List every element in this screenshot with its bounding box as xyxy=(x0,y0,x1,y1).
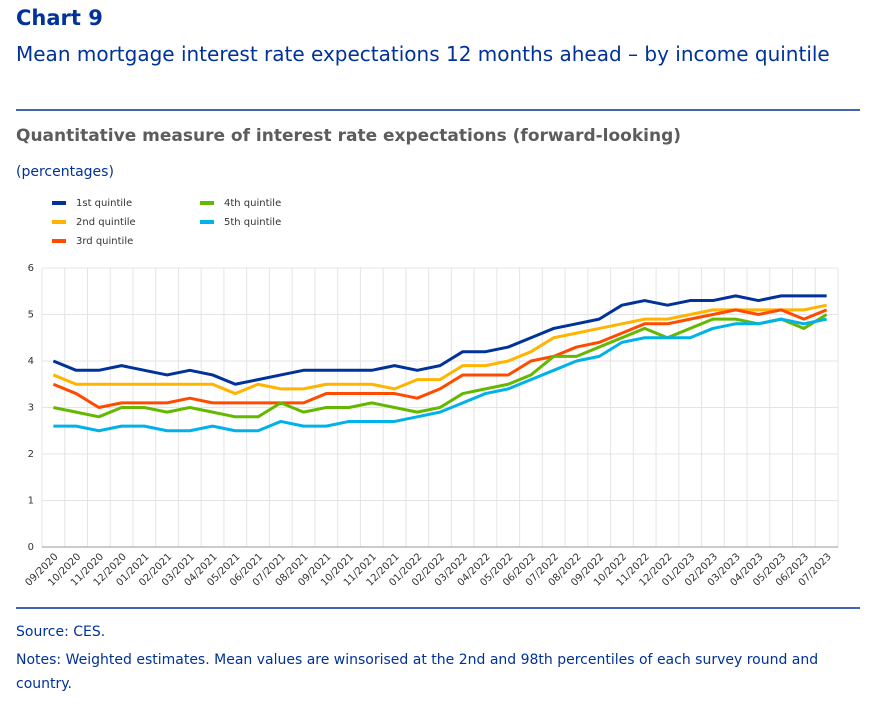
legend-label: 1st quintile xyxy=(76,198,132,209)
legend-label: 3rd quintile xyxy=(76,236,133,247)
series-line xyxy=(52,294,827,386)
chart-subtitle: Quantitative measure of interest rate ex… xyxy=(16,126,682,146)
series-line xyxy=(53,317,827,433)
chart-title: Mean mortgage interest rate expectations… xyxy=(16,42,830,66)
legend-label: 4th quintile xyxy=(224,198,281,209)
legend-label: 5th quintile xyxy=(224,217,281,228)
series-line xyxy=(52,308,828,409)
series-line xyxy=(52,303,827,396)
y-axis-label: (percentages) xyxy=(16,164,114,180)
source: Source: CES. xyxy=(16,624,106,640)
series-line xyxy=(53,313,828,419)
y-tick-label: 5 xyxy=(28,310,34,321)
notes: Notes: Weighted estimates. Mean values a… xyxy=(16,652,819,692)
y-tick-label: 6 xyxy=(28,263,34,274)
legend-label: 2nd quintile xyxy=(76,217,136,228)
y-tick-label: 0 xyxy=(28,542,34,553)
y-tick-label: 2 xyxy=(28,449,34,460)
chart-label: Chart 9 xyxy=(16,6,103,30)
y-tick-label: 3 xyxy=(28,403,34,414)
y-tick-label: 1 xyxy=(28,496,34,507)
y-tick-label: 4 xyxy=(28,356,34,367)
